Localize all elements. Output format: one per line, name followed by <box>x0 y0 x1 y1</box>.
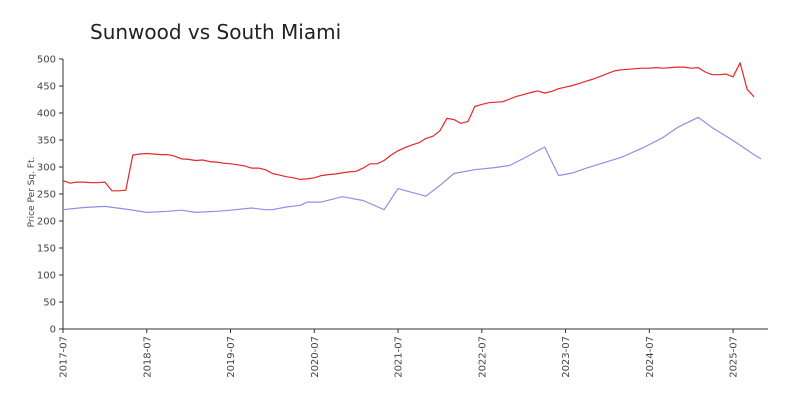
x-tick-label: 2019-07 <box>226 336 237 378</box>
y-tick-label: 500 <box>37 55 56 66</box>
y-tick-label: 150 <box>37 244 56 255</box>
y-tick-label: 50 <box>43 298 56 309</box>
x-tick-label: 2025-07 <box>729 336 740 378</box>
x-tick-label: 2022-07 <box>477 336 488 378</box>
series-line-2 <box>62 116 762 213</box>
x-tick-label: 2017-07 <box>59 336 70 378</box>
y-tick-label: 350 <box>37 136 56 147</box>
x-tick-label: 2024-07 <box>645 336 656 378</box>
x-tick-label: 2018-07 <box>142 336 153 378</box>
x-tick-label: 2020-07 <box>310 336 321 378</box>
x-tick-label: 2023-07 <box>561 336 572 378</box>
y-tick-label: 200 <box>37 217 56 228</box>
y-tick-label: 300 <box>37 163 56 174</box>
y-tick-label: 250 <box>37 190 56 201</box>
y-tick-label: 400 <box>37 109 56 120</box>
y-tick-label: 100 <box>37 271 56 282</box>
x-tick-label: 2021-07 <box>394 336 405 378</box>
axes: 0 50 100 150 200 250 300 350 400 450 500 2017-07 201… <box>37 55 768 378</box>
y-tick-label: 0 <box>50 325 56 336</box>
y-axis-label: Price Per Sq. Ft. <box>27 157 37 228</box>
series-layer <box>62 62 762 213</box>
y-tick-label: 450 <box>37 82 56 93</box>
chart-title: Sunwood vs South Miami <box>90 20 342 44</box>
series-line-1 <box>62 62 755 192</box>
